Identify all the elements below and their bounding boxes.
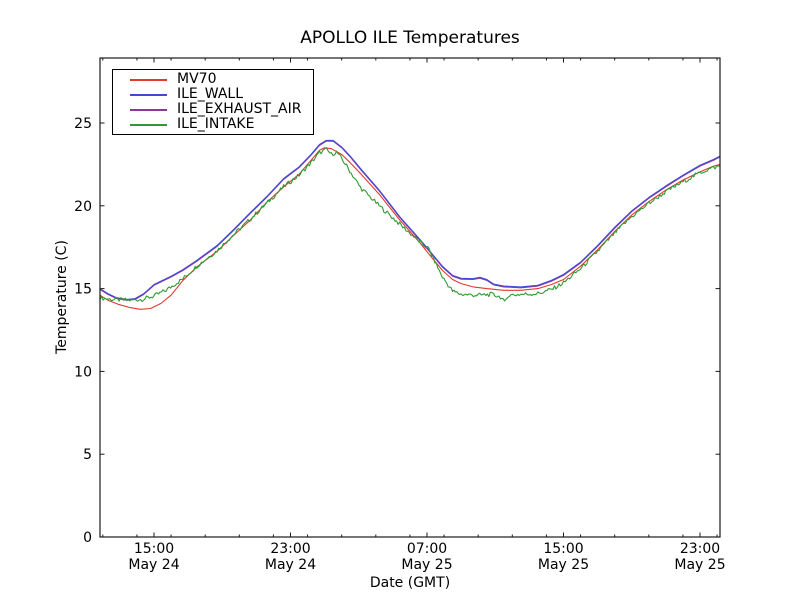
x-tick-label-time: 23:00 [270, 541, 310, 557]
y-tick-label: 20 [74, 199, 92, 215]
x-tick-label-time: 15:00 [543, 541, 583, 557]
legend-entry: ILE_WALL [113, 87, 313, 102]
legend-label: ILE_WALL [177, 86, 244, 102]
series-line-ILE_INTAKE [99, 147, 720, 303]
legend-label: ILE_EXHAUST_AIR [177, 101, 302, 117]
y-tick-label: 25 [74, 116, 92, 132]
y-axis-label: Temperature (C) [54, 240, 70, 354]
series-line-ILE_WALL [99, 139, 721, 300]
x-tick-label-date: May 24 [128, 557, 179, 573]
x-tick-label-time: 07:00 [407, 541, 447, 557]
x-axis-label: Date (GMT) [369, 575, 451, 591]
axes-frame [99, 57, 721, 538]
y-tick-label: 0 [83, 530, 92, 546]
x-tick-label-date: May 25 [674, 557, 725, 573]
y-tick-label: 10 [74, 364, 92, 380]
x-tick-label-time: 23:00 [680, 541, 720, 557]
x-tick-label-date: May 25 [401, 557, 452, 573]
legend-line-swatch [130, 78, 167, 81]
legend-entry: ILE_EXHAUST_AIR [113, 102, 313, 117]
legend-label: ILE_INTAKE [177, 116, 255, 132]
x-tick-label-date: May 24 [265, 557, 316, 573]
y-tick-label: 5 [83, 447, 92, 463]
x-tick-label-time: 15:00 [134, 541, 174, 557]
series-line-MV70 [99, 147, 721, 310]
legend-line-swatch [130, 123, 167, 126]
legend-line-swatch [130, 108, 167, 111]
legend-label: MV70 [177, 71, 217, 87]
legend-entry: MV70 [113, 72, 313, 87]
legend-box: MV70 ILE_WALL ILE_EXHAUST_AIR ILE_INTAKE [112, 69, 314, 135]
chart-title: APOLLO ILE Temperatures [300, 28, 520, 48]
y-tick-label: 15 [74, 282, 92, 298]
x-tick-label-date: May 25 [538, 557, 589, 573]
legend-line-swatch [130, 93, 167, 96]
legend-entry: ILE_INTAKE [113, 117, 313, 132]
